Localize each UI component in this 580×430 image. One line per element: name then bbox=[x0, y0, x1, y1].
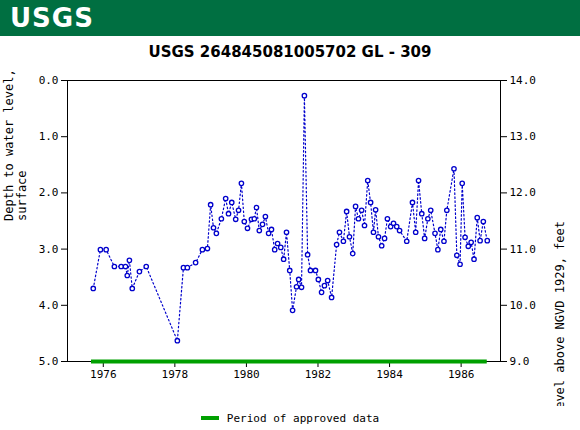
svg-text:1984: 1984 bbox=[376, 368, 403, 381]
svg-text:3.0: 3.0 bbox=[39, 243, 59, 256]
svg-text:10.0: 10.0 bbox=[510, 299, 537, 312]
svg-text:1982: 1982 bbox=[305, 368, 332, 381]
svg-text:Groundwater level above NGVD 1: Groundwater level above NGVD 1929, feet bbox=[553, 221, 567, 406]
svg-text:11.0: 11.0 bbox=[510, 243, 537, 256]
svg-text:0.0: 0.0 bbox=[39, 74, 59, 87]
svg-text:1.0: 1.0 bbox=[39, 130, 59, 143]
svg-text:1986: 1986 bbox=[448, 368, 475, 381]
svg-text:12.0: 12.0 bbox=[510, 186, 537, 199]
html-text:USGS: USGS bbox=[10, 3, 94, 33]
svg-text:2.0: 2.0 bbox=[39, 186, 59, 199]
svg-text:13.0: 13.0 bbox=[510, 130, 537, 143]
svg-text:1978: 1978 bbox=[162, 368, 189, 381]
html-text:Period of approved data: Period of approved data bbox=[226, 411, 380, 425]
svg-text:5.0: 5.0 bbox=[39, 355, 59, 368]
svg-text:1980: 1980 bbox=[233, 368, 259, 381]
svg-text:1976: 1976 bbox=[90, 368, 117, 381]
svg-text:14.0: 14.0 bbox=[510, 74, 537, 87]
html-text:USGS 264845081005702 GL - 309: USGS 264845081005702 GL - 309 bbox=[148, 43, 432, 61]
svg-text:4.0: 4.0 bbox=[39, 299, 59, 312]
svg-text:Depth to water level, feet bel: Depth to water level, feet below landsur… bbox=[2, 66, 29, 221]
svg-text:9.0: 9.0 bbox=[510, 355, 530, 368]
